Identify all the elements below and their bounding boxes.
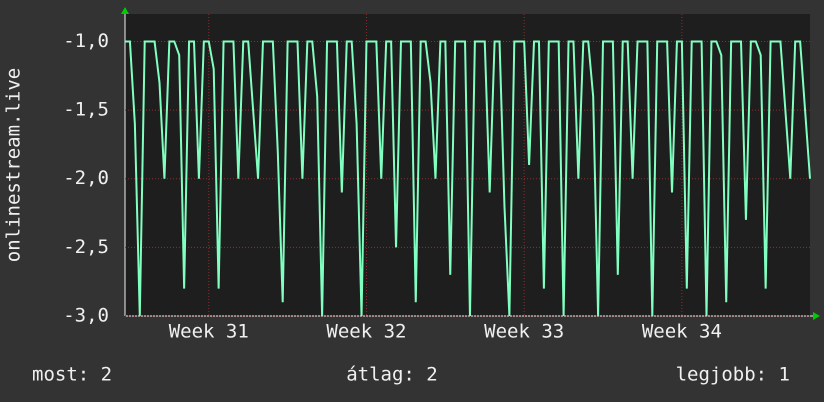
data-line	[125, 40, 811, 317]
footer-stat: most: 2	[32, 364, 112, 386]
x-tick-label: Week 31	[169, 321, 249, 343]
y-axis-label: onlinestream.live	[3, 68, 25, 262]
y-tick-label: -2,0	[63, 167, 109, 189]
y-tick-label: -2,5	[63, 236, 109, 258]
footer-stat: átlag: 2	[346, 364, 438, 386]
x-tick-label: Week 34	[642, 321, 722, 343]
y-tick-label: -3,0	[63, 305, 109, 327]
x-tick-label: Week 33	[484, 321, 564, 343]
x-tick-label: Week 32	[326, 321, 406, 343]
y-tick-label: -1,0	[63, 30, 109, 52]
y-arrow	[121, 7, 129, 14]
y-tick-label: -1,5	[63, 99, 109, 121]
x-arrow	[813, 312, 820, 320]
footer-stat: legjobb: 1	[676, 364, 790, 386]
